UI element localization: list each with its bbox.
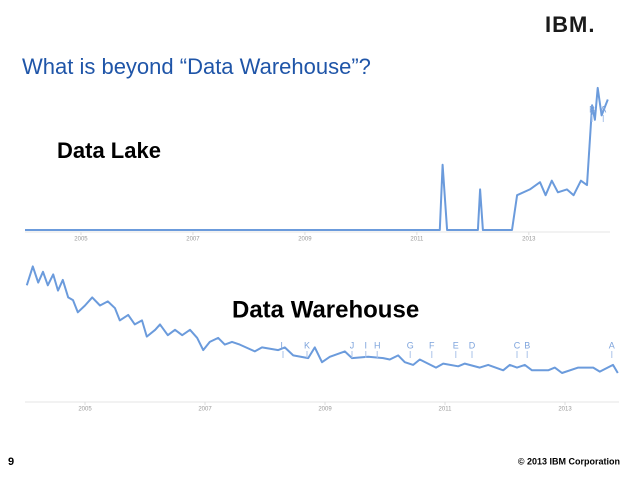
logo: IBM.: [545, 12, 595, 37]
annotation-label: G: [407, 340, 414, 350]
x-tick-label: 2007: [186, 237, 200, 243]
annotation-label: D: [469, 340, 476, 350]
x-tick-label: 2011: [410, 237, 424, 243]
x-tick-label: 2011: [439, 407, 453, 413]
x-tick-label: 2005: [74, 237, 88, 243]
annotation-label: H: [374, 340, 381, 350]
annotation-label: L: [280, 340, 285, 350]
annotation-label: A: [600, 104, 606, 114]
annotation-label: C: [514, 340, 521, 350]
data-line: [25, 86, 609, 231]
x-tick-label: 2009: [298, 237, 312, 243]
annotation-label: A: [609, 340, 615, 350]
x-tick-label: 2013: [558, 407, 572, 413]
page-number: 9: [8, 456, 14, 468]
annotation-label: B: [524, 340, 530, 350]
slide-title: What is beyond “Data Warehouse”?: [22, 54, 371, 79]
chart-label: Data Warehouse: [232, 296, 419, 323]
annotation-label: B: [589, 104, 595, 114]
annotation-label: E: [453, 340, 459, 350]
annotation-label: F: [429, 340, 435, 350]
x-tick-label: 2009: [318, 407, 332, 413]
annotation-label: J: [350, 340, 355, 350]
data-line: [25, 265, 619, 374]
annotation-label: I: [365, 340, 368, 350]
x-tick-label: 2013: [522, 237, 536, 243]
x-tick-label: 2007: [198, 407, 212, 413]
chart-label: Data Lake: [57, 138, 161, 163]
x-tick-label: 2005: [78, 407, 92, 413]
copyright: © 2013 IBM Corporation: [518, 456, 620, 466]
annotation-label: K: [304, 340, 310, 350]
